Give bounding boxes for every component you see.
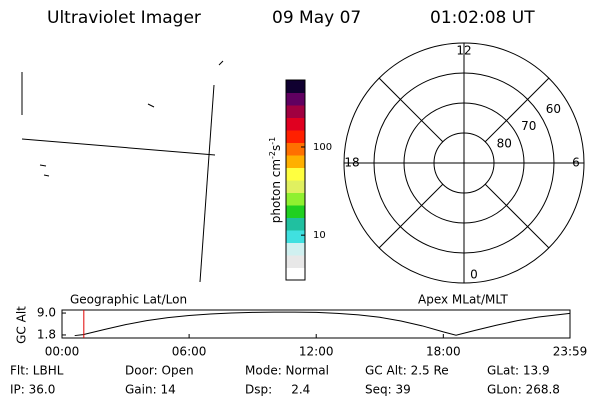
colorbar-tick-label: 10 [313,230,326,241]
colorbar-label: photon cm-2s-1 [268,137,283,224]
mlt-label: 6 [572,156,580,170]
y-tick-label: 1.8 [37,327,56,341]
colorbar-cell [286,80,305,93]
polar-diagonal [484,183,550,249]
x-tick-label: 12:00 [299,345,334,359]
colorbar-cell [286,155,305,168]
status-field: GLat: 13.9 [487,364,550,378]
colorbar-cell [286,205,305,218]
status-field: Dsp: 2.4 [245,383,310,397]
colorbar-frame [285,79,306,281]
colorbar-cell [286,105,305,118]
colorbar-cell [286,217,305,231]
x-tick-label: 23:59 [553,345,588,359]
colorbar-cell [286,230,305,243]
status-field: Gain: 14 [125,383,176,397]
colorbar-cell [286,130,305,143]
mlt-label: 18 [344,156,359,170]
status-field: Mode: Normal [245,364,329,378]
right-label: Apex MLat/MLT [418,293,508,307]
y-tick-label: 9.0 [37,306,56,320]
colorbar-cell [286,92,305,106]
status-field: IP: 36.0 [10,383,55,397]
colorbar-tick-label: 100 [313,142,332,153]
mlt-label: 0 [470,268,478,282]
y-axis-label: GC Alt [15,306,29,344]
colorbar-cell [286,267,305,281]
altitude-line [74,311,571,337]
status-field: Seq: 39 [365,383,411,397]
lat-label: 80 [497,136,512,150]
colorbar-cell [286,192,305,206]
polar-diagonal [484,77,550,143]
status-field: Flt: LBHL [10,364,64,378]
polar-diagonal [378,183,444,249]
colorbar-cell [286,255,305,268]
polar-diagonal [378,77,444,143]
date: 09 May 07 [272,8,361,28]
status-field: GC Alt: 2.5 Re [365,364,449,378]
geo-map [21,60,224,283]
colorbar-cell [286,167,305,181]
mlt-label: 12 [456,44,471,58]
colorbar-cell [286,117,305,131]
x-tick-label: 00:00 [45,345,80,359]
x-tick-label: 06:00 [172,345,207,359]
lat-label: 60 [546,102,561,116]
left-label: Geographic Lat/Lon [70,293,187,307]
x-tick-label: 18:00 [426,345,461,359]
colorbar-cell [286,142,305,156]
status-field: Door: Open [125,364,194,378]
title: Ultraviolet Imager [47,8,201,28]
lat-label: 70 [521,119,536,133]
status-field: GLon: 268.8 [487,383,560,397]
colorbar-cell [286,180,305,193]
colorbar-cell [286,242,305,256]
alt-frame [61,309,571,339]
time: 01:02:08 UT [430,8,535,28]
